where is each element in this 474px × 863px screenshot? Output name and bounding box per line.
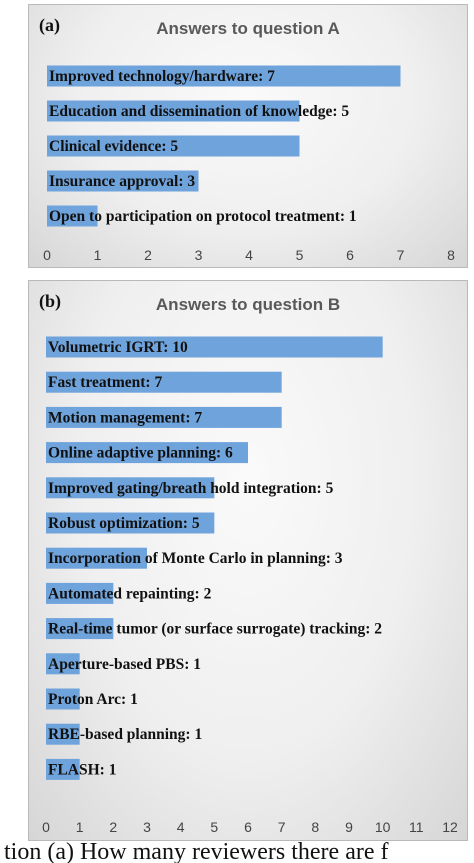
panel-a-tag: (a) xyxy=(39,15,60,35)
chart-b-bar-label-0: Volumetric IGRT: 10 xyxy=(48,339,188,356)
chart-b-x-tick-label: 5 xyxy=(210,819,218,835)
chart-panel-a: (a) Answers to question A Improved techn… xyxy=(28,4,468,268)
chart-b-x-tick-label: 12 xyxy=(442,819,458,835)
chart-b-title: Answers to question B xyxy=(155,295,341,314)
chart-a-x-tick-label: 6 xyxy=(346,247,354,263)
chart-b-bar-label-6: Incorporation of Monte Carlo in planning… xyxy=(48,550,343,567)
chart-b-x-tick-label: 4 xyxy=(177,819,185,835)
chart-b-bar-label-9: Aperture-based PBS: 1 xyxy=(48,656,201,673)
chart-b-bar-0 xyxy=(46,336,383,358)
chart-b-x-tick-label: 7 xyxy=(278,819,286,835)
chart-a-x-tick-label: 3 xyxy=(195,247,203,263)
chart-b-bar-label-2: Motion management: 7 xyxy=(48,409,202,426)
chart-a-bar-label-0: Improved technology/hardware: 7 xyxy=(49,68,275,85)
chart-b-x-tick-label: 8 xyxy=(311,819,319,835)
chart-b-bar-label-8: Real-time tumor (or surface surrogate) t… xyxy=(48,621,382,638)
chart-b-bar-10 xyxy=(46,688,80,710)
figure-caption: tion (a) How many reviewers there are f xyxy=(4,840,389,863)
chart-b-bar-8 xyxy=(46,618,114,640)
chart-b-bar-label-3: Online adaptive planning: 6 xyxy=(48,445,233,462)
chart-b-bar-9 xyxy=(46,653,80,675)
chart-b-x-tick-label: 6 xyxy=(244,819,252,835)
chart-b-bar-label-12: FLASH: 1 xyxy=(48,761,116,778)
chart-a-x-tick-label: 1 xyxy=(94,247,102,263)
chart-a-x-tick-label: 5 xyxy=(296,247,304,263)
chart-a-bar-1 xyxy=(47,100,300,122)
chart-b-x-tick-label: 9 xyxy=(345,819,353,835)
chart-a-bar-4 xyxy=(47,205,98,227)
chart-b-bar-6 xyxy=(46,547,147,569)
chart-b-bar-label-10: Proton Arc: 1 xyxy=(48,691,138,708)
chart-b-bar-4 xyxy=(46,477,215,499)
chart-b-bar-label-1: Fast treatment: 7 xyxy=(48,374,162,391)
chart-b-bar-12 xyxy=(46,758,80,780)
chart-a-x-tick-label: 0 xyxy=(43,247,51,263)
chart-b-bar-label-7: Automated repainting: 2 xyxy=(48,585,212,602)
chart-a-plot: Improved technology/hardware: 7 Education… xyxy=(43,65,455,263)
chart-a-bar-0 xyxy=(47,65,401,87)
chart-a-x-tick-label: 8 xyxy=(447,247,455,263)
chart-b-x-tick-label: 2 xyxy=(109,819,117,835)
chart-b-bar-2 xyxy=(46,406,282,428)
chart-b-bar-label-11: RBE-based planning: 1 xyxy=(48,726,202,743)
chart-a-x-tick-label: 2 xyxy=(144,247,152,263)
chart-a-x-tick-label: 4 xyxy=(245,247,253,263)
chart-a-bar-label-2: Clinical evidence: 5 xyxy=(49,138,178,155)
chart-a-x-tick-label: 7 xyxy=(397,247,405,263)
chart-b-bar-label-5: Robust optimization: 5 xyxy=(48,515,200,532)
chart-b-x-tick-label: 3 xyxy=(143,819,151,835)
chart-a-bar-label-4: Open to participation on protocol treatm… xyxy=(49,208,357,225)
chart-a-bar-2 xyxy=(47,135,300,157)
chart-b-bar-label-4: Improved gating/breath hold integration:… xyxy=(48,480,334,497)
chart-b-bar-1 xyxy=(46,371,282,393)
chart-panel-b: (b) Answers to question B Volumetric IGR… xyxy=(28,280,468,841)
chart-b-x-tick-label: 1 xyxy=(76,819,84,835)
chart-b-bar-5 xyxy=(46,512,215,534)
chart-a-title: Answers to question A xyxy=(156,19,340,38)
chart-b-bar-7 xyxy=(46,582,114,604)
chart-b-plot: Volumetric IGRT: 10 Fast treatment: 7 Moti… xyxy=(42,336,458,835)
panel-b-tag: (b) xyxy=(39,291,61,311)
chart-a-bar-label-3: Insurance approval: 3 xyxy=(49,173,195,190)
chart-a-bar-3 xyxy=(47,170,199,192)
chart-b-bar-3 xyxy=(46,442,248,464)
chart-a-bar-label-1: Education and dissemination of knowledge… xyxy=(49,103,349,120)
chart-b-x-tick-label: 10 xyxy=(375,819,391,835)
chart-b-bar-11 xyxy=(46,723,80,745)
chart-b-x-tick-label: 0 xyxy=(42,819,50,835)
chart-b-x-tick-label: 11 xyxy=(409,819,424,835)
